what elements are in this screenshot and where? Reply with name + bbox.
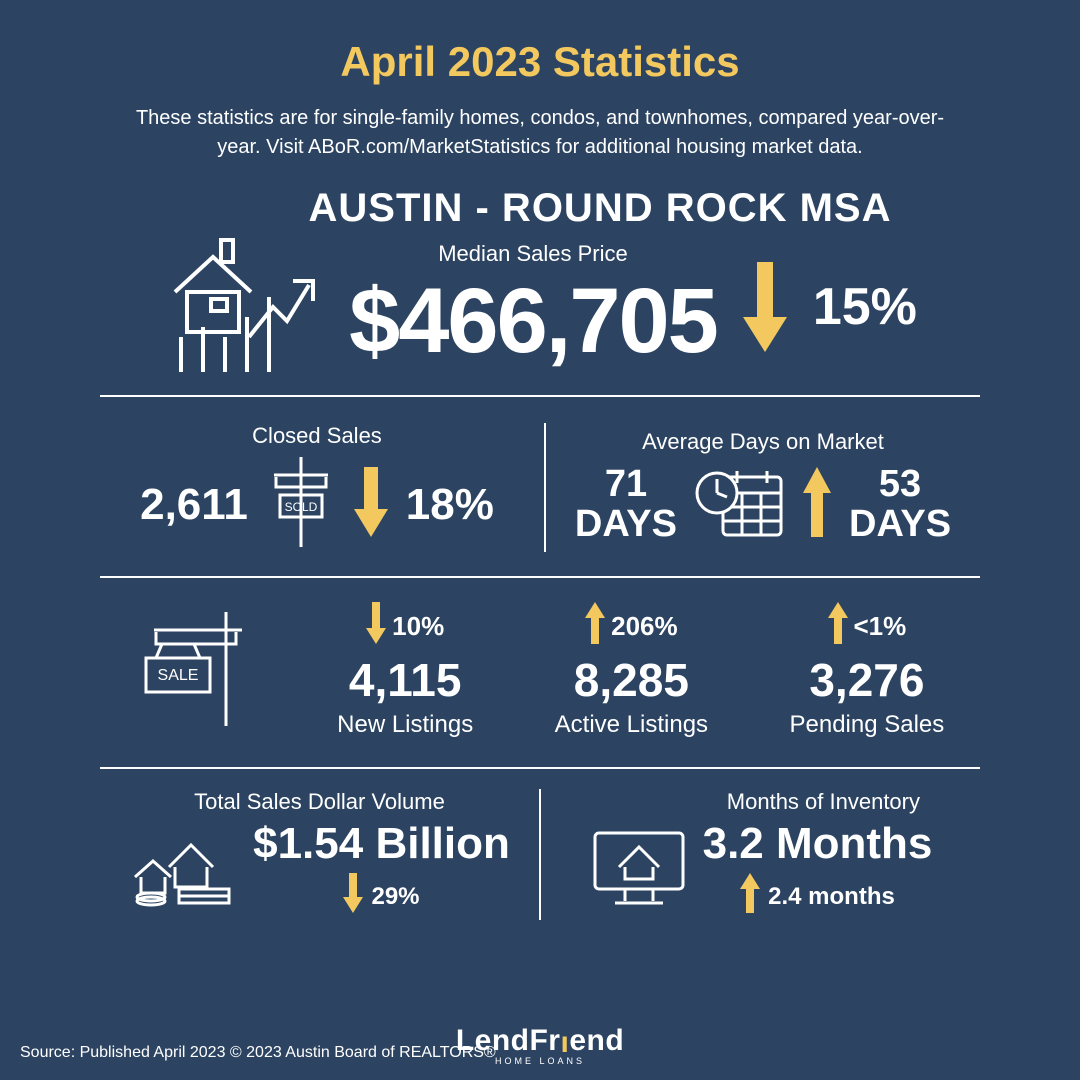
new-listings-block: 10% 4,115 New Listings (337, 602, 473, 739)
volume-label: Total Sales Dollar Volume (120, 789, 519, 815)
active-listings-change: 206% (611, 611, 678, 642)
logo-text-a: LendFr (456, 1024, 561, 1057)
region-heading: AUSTIN - ROUND ROCK MSA (180, 186, 1020, 231)
pending-sales-change: <1% (854, 611, 907, 642)
pending-sales-value: 3,276 (790, 653, 945, 707)
arrow-up-icon (803, 467, 831, 542)
active-listings-label: Active Listings (555, 711, 708, 739)
inventory-block: Months of Inventory 3.2 Months 2.4 month… (541, 789, 980, 920)
volume-value: $1.54 Billion (253, 819, 510, 869)
house-chart-icon (163, 237, 323, 377)
arrow-down-icon (354, 467, 388, 542)
money-houses-icon (129, 827, 239, 912)
active-listings-value: 8,285 (555, 653, 708, 707)
inventory-change: 2.4 months (768, 883, 895, 911)
new-listings-value: 4,115 (337, 653, 473, 707)
active-listings-block: 206% 8,285 Active Listings (555, 602, 708, 739)
logo-text-b: end (569, 1024, 624, 1057)
arrow-up-icon (585, 602, 605, 651)
clock-calendar-icon (695, 463, 785, 546)
new-listings-label: New Listings (337, 711, 473, 739)
closed-change: 18% (406, 480, 494, 530)
monitor-house-icon (589, 827, 689, 912)
pending-sales-label: Pending Sales (790, 711, 945, 739)
new-listings-change: 10% (392, 611, 444, 642)
closed-value: 2,611 (140, 480, 248, 530)
median-change: 15% (813, 277, 917, 337)
arrow-down-icon (366, 602, 386, 651)
source-text: Source: Published April 2023 © 2023 Aust… (20, 1044, 496, 1062)
arrow-up-icon (740, 873, 760, 920)
dom-value: 71 (605, 463, 647, 505)
arrow-down-icon (743, 262, 787, 352)
median-price-block: Median Sales Price $466,705 15% (60, 237, 1020, 377)
volume-change: 29% (371, 883, 419, 911)
arrow-down-icon (343, 873, 363, 920)
inventory-label: Months of Inventory (561, 789, 960, 815)
dom-unit: DAYS (575, 503, 677, 545)
median-value: $466,705 (349, 269, 717, 374)
svg-text:SALE: SALE (157, 667, 198, 684)
inventory-value: 3.2 Months (703, 819, 933, 869)
logo-accent-icon: ı (560, 1026, 569, 1060)
dom-change: 53 (879, 463, 921, 505)
dom-label: Average Days on Market (642, 429, 884, 455)
arrow-up-icon (828, 602, 848, 651)
page-title: April 2023 Statistics (60, 38, 1020, 86)
sold-sign-icon: SOLD (266, 457, 336, 552)
closed-label: Closed Sales (252, 423, 382, 449)
svg-text:SOLD: SOLD (284, 500, 317, 514)
sale-sign-icon: SALE (136, 608, 256, 733)
days-on-market-block: Average Days on Market 71 DAYS (546, 429, 980, 546)
page-subtitle: These statistics are for single-family h… (130, 104, 950, 162)
pending-sales-block: <1% 3,276 Pending Sales (790, 602, 945, 739)
sales-volume-block: Total Sales Dollar Volume $1.54 Billion … (100, 789, 541, 920)
dom-change-unit: DAYS (849, 503, 951, 545)
closed-sales-block: Closed Sales 2,611 SOLD 18% (100, 423, 546, 552)
median-label: Median Sales Price (349, 241, 717, 267)
brand-logo: LendFrıend HOME LOANS (456, 1024, 624, 1066)
